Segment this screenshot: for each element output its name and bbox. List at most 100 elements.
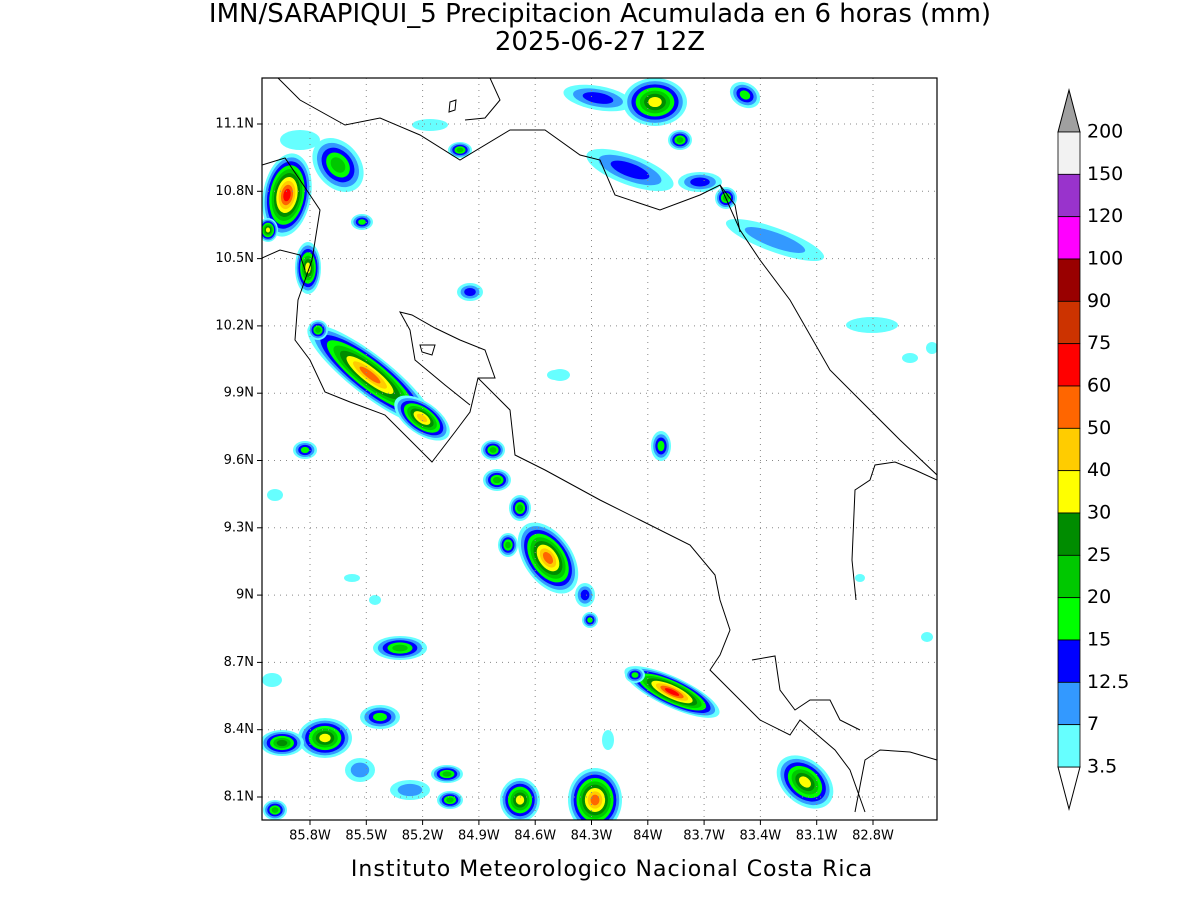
lon-label: 84W: [633, 829, 663, 844]
precip-cell: [547, 370, 563, 380]
colorbar-label: 75: [1087, 332, 1111, 354]
colorbar-top-arrow: [1057, 88, 1081, 133]
lat-label: 11.1N: [215, 117, 254, 132]
colorbar-label: 15: [1087, 629, 1111, 651]
precip-cell: [315, 327, 321, 333]
colorbar-label: 25: [1087, 544, 1111, 566]
precip-cell: [373, 712, 387, 722]
precip-cell: [926, 342, 937, 354]
precip-cell: [464, 288, 476, 296]
precip-cell: [657, 440, 665, 452]
subtitle: 2025-06-27 12Z: [495, 27, 705, 57]
colorbar-box: [1057, 173, 1081, 218]
lon-label: 85.2W: [402, 829, 444, 844]
precip-cell: [359, 366, 381, 384]
colorbar-label: 7: [1087, 713, 1099, 735]
lat-label: 10.2N: [215, 318, 254, 333]
lon-label: 84.3W: [571, 829, 613, 844]
title: IMN/SARAPIQUI_5 Precipitacion Acumulada …: [209, 0, 991, 29]
precip-cell: [283, 188, 291, 202]
colorbar-box: [1057, 258, 1081, 302]
colorbar-box: [1057, 131, 1081, 175]
precip-cell: [648, 96, 662, 108]
precip-cell: [590, 794, 600, 806]
precip-cell: [902, 353, 918, 363]
precip-cell: [505, 541, 511, 549]
lat-label: 10.5N: [215, 251, 254, 266]
precip-cell: [855, 574, 865, 582]
colorbar-box: [1057, 216, 1081, 260]
lat-label: 9.3N: [224, 520, 254, 535]
lat-label: 9.6N: [224, 453, 254, 468]
graticule: 11.1N 10.8N 10.5N 10.2N 9.9N 9.6N 9.3N 9N 8.7N 8.…: [215, 78, 937, 844]
precip-cell: [690, 177, 710, 187]
precip-cell: [846, 317, 898, 333]
lon-label: 82.8W: [852, 829, 894, 844]
precip-cell: [582, 92, 614, 104]
lat-label: 8.1N: [224, 790, 254, 805]
plot-frame: [261, 77, 938, 821]
precip-cell: [921, 632, 933, 642]
precip-cell: [489, 447, 497, 453]
colorbar-box: [1057, 470, 1081, 514]
lon-label: 85.5W: [345, 829, 387, 844]
precip-cell: [799, 776, 811, 788]
precip-cell: [344, 574, 360, 582]
precip-cell: [631, 672, 639, 678]
colorbar-label: 60: [1087, 375, 1111, 397]
colorbar-box: [1057, 427, 1081, 472]
precipitation-field: [262, 78, 937, 820]
colorbar-box: [1057, 681, 1081, 726]
precip-cell: [280, 130, 320, 150]
precip-cell: [416, 413, 428, 423]
precip-cell: [744, 227, 806, 253]
lon-label: 83.4W: [739, 829, 781, 844]
precip-cell: [516, 504, 524, 512]
precip-cell: [664, 688, 680, 696]
precip-cell: [305, 262, 311, 274]
footer: Instituto Meteorologico Nacional Costa R…: [351, 857, 873, 882]
precip-cell: [267, 489, 283, 501]
colorbar-box: [1057, 724, 1081, 768]
colorbar-box: [1057, 554, 1081, 599]
colorbar-label: 50: [1087, 417, 1111, 439]
colorbar-label: 100: [1087, 248, 1123, 270]
colorbar-label: 20: [1087, 586, 1111, 608]
precip-cell: [610, 160, 650, 180]
colorbar-box: [1057, 343, 1081, 387]
precip-cell: [515, 795, 525, 805]
coastlines: [262, 78, 937, 813]
lon-label: 83.1W: [796, 829, 838, 844]
precip-cell: [319, 733, 331, 743]
precip-cell: [676, 137, 684, 143]
lon-label: 83.7W: [683, 829, 725, 844]
colorbar-label: 150: [1087, 163, 1123, 185]
precip-cell: [330, 157, 346, 173]
lat-label: 9.9N: [224, 386, 254, 401]
lon-label: 84.9W: [458, 829, 500, 844]
precip-cell: [262, 673, 282, 687]
precip-cell: [412, 119, 448, 131]
colorbar-label: 40: [1087, 459, 1111, 481]
colorbar-box: [1057, 300, 1081, 345]
colorbar: 200 150 120 100 90 75 60 50 40 30 25 20 15 12.5 7 3.5: [1057, 88, 1129, 811]
lat-label: 9N: [236, 588, 254, 603]
precip-cell: [542, 552, 554, 564]
precip-cell: [456, 147, 464, 153]
precip-cell: [300, 446, 310, 454]
precip-cell: [350, 762, 370, 778]
precip-cell: [397, 783, 423, 797]
colorbar-label: 200: [1087, 121, 1123, 143]
colorbar-box: [1057, 385, 1081, 429]
precip-cell: [271, 807, 279, 813]
precip-cell: [493, 476, 501, 484]
precip-cell: [392, 644, 408, 652]
lon-label: 85.8W: [289, 829, 331, 844]
colorbar-box: [1057, 512, 1081, 556]
lat-label: 8.7N: [224, 655, 254, 670]
precip-cell: [369, 595, 381, 605]
lat-label: 8.4N: [224, 722, 254, 737]
precip-cell: [265, 227, 271, 233]
precip-cell: [580, 589, 590, 601]
